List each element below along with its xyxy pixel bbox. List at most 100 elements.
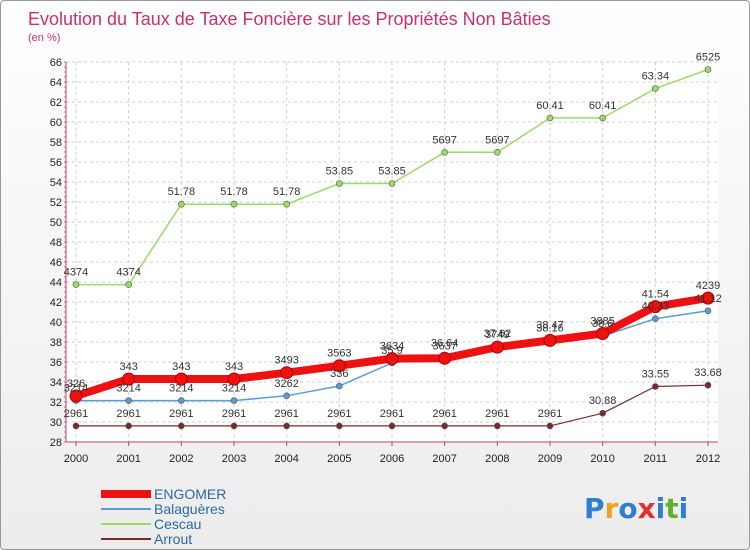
data-label-cescau: 5697 bbox=[432, 134, 456, 146]
point-engomer bbox=[596, 327, 610, 340]
data-label-arrout: 2961 bbox=[485, 408, 509, 420]
x-tick-label: 2004 bbox=[274, 453, 298, 465]
data-label-engomer: 3634 bbox=[380, 341, 404, 353]
point-balagu-res bbox=[230, 397, 238, 404]
data-label-balagu-res: 38.6 bbox=[592, 318, 613, 330]
x-tick-label: 2002 bbox=[169, 453, 193, 465]
y-tick-label: 56 bbox=[50, 157, 62, 169]
data-label-arrout: 2961 bbox=[64, 408, 88, 420]
point-balagu-res bbox=[336, 382, 343, 390]
point-engomer bbox=[543, 333, 557, 347]
point-cescau bbox=[652, 85, 659, 92]
point-cescau bbox=[441, 149, 448, 156]
point-cescau bbox=[125, 281, 132, 288]
data-label-arrout: 33.55 bbox=[642, 369, 670, 381]
y-tick-label: 58 bbox=[50, 137, 62, 149]
x-tick-label: 2006 bbox=[380, 453, 404, 465]
point-cescau bbox=[704, 66, 712, 73]
logo-letter: P bbox=[584, 492, 605, 525]
data-label-cescau: 51.78 bbox=[168, 186, 196, 198]
point-engomer bbox=[385, 352, 399, 366]
x-tick-label: 2003 bbox=[222, 453, 246, 465]
y-tick-label: 48 bbox=[50, 237, 62, 249]
point-arrout bbox=[546, 422, 554, 430]
legend-label-engomer: ENGOMER bbox=[154, 486, 226, 502]
data-label-engomer: 3563 bbox=[327, 348, 351, 360]
point-balagu-res bbox=[652, 315, 659, 323]
data-label-cescau: 60.41 bbox=[589, 100, 617, 112]
point-arrout bbox=[336, 422, 343, 430]
data-label-cescau: 4374 bbox=[116, 267, 140, 279]
point-engomer bbox=[227, 372, 241, 386]
point-engomer bbox=[332, 359, 346, 373]
data-label-balagu-res: 35.9 bbox=[381, 345, 402, 357]
data-label-balagu-res: 3214 bbox=[116, 383, 140, 395]
data-label-balagu-res: 3214 bbox=[169, 383, 193, 395]
data-label-arrout: 2961 bbox=[222, 408, 246, 420]
point-cescau bbox=[230, 200, 238, 208]
x-tick-label: 2010 bbox=[590, 453, 614, 465]
data-label-cescau: 63.34 bbox=[642, 71, 670, 83]
point-arrout bbox=[72, 422, 80, 430]
y-tick-label: 50 bbox=[50, 217, 62, 229]
data-label-arrout: 2961 bbox=[169, 408, 193, 420]
point-arrout bbox=[494, 422, 501, 430]
data-labels: 326 343 343 343 3493 3563 3634 3637 3749 38.16 388… bbox=[64, 52, 722, 420]
data-label-engomer: 343 bbox=[172, 361, 190, 373]
x-tick-label: 2007 bbox=[432, 453, 456, 465]
data-label-balagu-res: 37.62 bbox=[484, 328, 512, 340]
proxiti-logo: Proxiti bbox=[584, 492, 688, 525]
data-label-balagu-res: 336 bbox=[330, 368, 348, 380]
y-tick-label: 62 bbox=[50, 97, 62, 109]
point-balagu-res bbox=[125, 397, 132, 404]
chart-title: Evolution du Taux de Taxe Foncière sur l… bbox=[28, 9, 551, 29]
legend-label-cescau: Cescau bbox=[154, 516, 201, 532]
point-arrout bbox=[441, 422, 448, 430]
data-label-engomer: 326 bbox=[67, 378, 85, 390]
y-tick-label: 60 bbox=[50, 117, 62, 129]
point-engomer bbox=[174, 372, 188, 386]
point-arrout bbox=[599, 409, 606, 417]
data-label-balagu-res: 41.12 bbox=[694, 293, 722, 305]
x-tick-label: 2005 bbox=[327, 453, 351, 465]
data-label-balagu-res: 38.47 bbox=[536, 319, 564, 331]
x-tick-label: 2000 bbox=[64, 453, 88, 465]
point-engomer bbox=[648, 300, 662, 314]
data-label-engomer: 3885 bbox=[590, 316, 614, 328]
data-label-arrout: 2961 bbox=[274, 408, 298, 420]
logo-letter: i bbox=[679, 492, 689, 525]
data-label-engomer: 3637 bbox=[432, 340, 456, 352]
x-tick-label: 2001 bbox=[116, 453, 140, 465]
y-tick-label: 44 bbox=[50, 277, 62, 289]
data-label-arrout: 2961 bbox=[538, 408, 562, 420]
point-balagu-res bbox=[704, 307, 712, 315]
y-tick-label: 34 bbox=[50, 377, 62, 389]
logo-letter: r bbox=[605, 492, 619, 525]
data-label-arrout: 2961 bbox=[116, 408, 140, 420]
data-label-cescau: 60.41 bbox=[536, 100, 564, 112]
data-label-balagu-res: 40.33 bbox=[642, 301, 670, 313]
data-label-engomer: 38.16 bbox=[536, 322, 564, 334]
point-engomer bbox=[69, 389, 83, 403]
point-arrout bbox=[388, 422, 396, 430]
grid bbox=[66, 61, 718, 443]
point-engomer bbox=[280, 366, 294, 380]
data-label-cescau: 53.85 bbox=[378, 166, 406, 178]
data-label-arrout: 2961 bbox=[327, 408, 351, 420]
logo-letter: o bbox=[618, 492, 637, 525]
point-cescau bbox=[599, 114, 606, 122]
point-arrout bbox=[652, 383, 659, 390]
point-cescau bbox=[178, 200, 185, 208]
data-label-balagu-res: 3214 bbox=[64, 383, 88, 395]
point-balagu-res bbox=[283, 392, 290, 400]
data-label-cescau: 6525 bbox=[696, 52, 720, 64]
x-tick-label: 2009 bbox=[538, 453, 562, 465]
data-label-balagu-res: 36.64 bbox=[431, 338, 459, 350]
legend-label-arrout: Arrout bbox=[154, 531, 192, 547]
data-label-engomer: 4239 bbox=[696, 280, 720, 292]
data-label-arrout: 2961 bbox=[380, 408, 404, 420]
data-label-cescau: 51.78 bbox=[273, 186, 301, 198]
y-tick-label: 42 bbox=[50, 297, 62, 309]
